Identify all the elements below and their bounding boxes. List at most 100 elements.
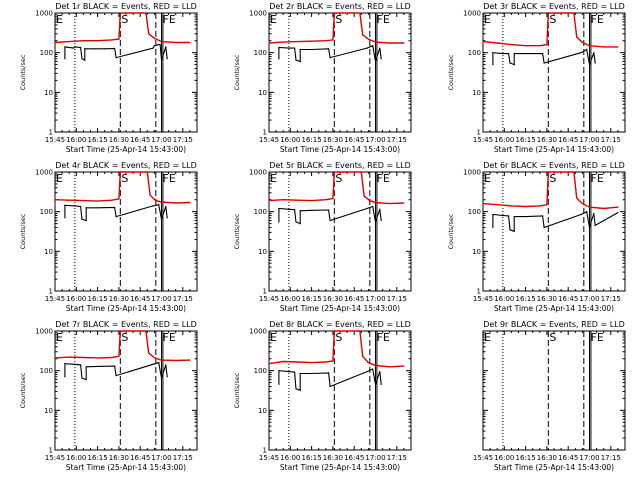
x-tick-label-17-15: 17:15 [173, 136, 193, 144]
point-events [64, 204, 66, 206]
x-tick-label-16-15: 16:15 [516, 454, 536, 462]
point-events [502, 52, 504, 55]
point-lld [282, 360, 284, 363]
x-tick-label-16-45: 16:45 [344, 136, 364, 144]
plot-frame [482, 171, 626, 292]
point-events [81, 377, 83, 379]
x-axis-label: Start Time (25-Apr-14 15:43:00) [280, 145, 400, 154]
point-lld [403, 202, 405, 204]
point-lld [54, 199, 56, 201]
point-events [492, 213, 494, 216]
series-events [492, 48, 596, 67]
point-lld [82, 356, 84, 359]
point-events [293, 47, 296, 49]
point-events [115, 375, 117, 377]
point-events [84, 48, 86, 50]
point-lld [547, 12, 549, 14]
point-lld [296, 361, 298, 363]
x-tick-label-16-45: 16:45 [130, 454, 150, 462]
marker-label-e: E [270, 331, 277, 344]
plot-title: Det 4r BLACK = Events, RED = LLD [55, 161, 197, 170]
point-lld [332, 197, 334, 200]
point-events [166, 58, 168, 60]
x-tick-label-16-15: 16:15 [302, 454, 322, 462]
y-tick-label-100: 100 [468, 208, 481, 216]
point-lld [119, 330, 121, 332]
y-axis-label: Counts/sec [19, 54, 27, 90]
point-events [543, 226, 545, 229]
point-events [507, 52, 510, 55]
point-lld [268, 363, 270, 365]
x-tick-label-17-00: 17:00 [365, 136, 385, 144]
x-tick-label-16-30: 16:30 [537, 454, 557, 462]
y-tick-label-1000: 1000 [35, 10, 53, 18]
point-events [278, 221, 280, 223]
point-events [542, 215, 544, 217]
y-tick-label-10: 10 [258, 248, 267, 256]
point-events [165, 46, 167, 48]
point-events [594, 62, 596, 64]
point-events [329, 219, 331, 222]
x-tick-label-17-00: 17:00 [365, 454, 385, 462]
plot-frame [268, 12, 412, 133]
point-lld [374, 201, 377, 204]
point-lld [496, 42, 498, 44]
x-axis-label: Start Time (25-Apr-14 15:43:00) [494, 304, 614, 313]
point-lld [374, 41, 377, 43]
point-lld [296, 199, 298, 201]
point-lld [576, 197, 578, 199]
point-events [293, 371, 296, 373]
plot-title: Det 5r BLACK = Events, RED = LLD [269, 161, 411, 170]
point-events [72, 47, 75, 49]
point-lld [333, 12, 335, 14]
marker-label-fe: FE [591, 13, 604, 26]
point-events [74, 363, 76, 365]
point-lld [175, 359, 177, 362]
point-events [114, 47, 116, 50]
x-tick-label-17-15: 17:15 [387, 454, 407, 462]
marker-label-s: S [121, 331, 128, 344]
point-lld [111, 356, 113, 359]
point-events [311, 372, 313, 375]
point-lld [311, 200, 313, 202]
x-tick-label-16-45: 16:45 [344, 454, 364, 462]
point-lld [588, 45, 591, 47]
point-events [288, 47, 290, 49]
point-events [380, 383, 382, 386]
y-tick-label-10: 10 [44, 407, 53, 415]
point-lld [97, 357, 99, 359]
point-lld [539, 45, 541, 47]
point-lld [539, 205, 541, 207]
point-lld [149, 194, 151, 196]
point-events [158, 204, 160, 206]
point-events [165, 205, 167, 208]
x-tick-label-17-00: 17:00 [579, 454, 599, 462]
x-tick-label-17-00: 17:00 [365, 295, 385, 303]
x-tick-label-16-30: 16:30 [537, 136, 557, 144]
point-lld [153, 37, 155, 39]
plot-frame [54, 330, 198, 451]
point-events [79, 205, 82, 208]
point-lld [68, 41, 70, 43]
point-lld [54, 357, 56, 359]
x-tick-label-16-30: 16:30 [323, 136, 343, 144]
x-tick-label-15-45: 15:45 [473, 136, 493, 144]
marker-label-e: E [484, 172, 491, 185]
point-lld [362, 34, 364, 36]
point-lld [82, 40, 84, 42]
point-events [580, 213, 582, 216]
point-events [617, 211, 619, 214]
point-lld [189, 359, 191, 361]
point-lld [510, 205, 512, 207]
marker-label-fe: FE [163, 331, 176, 344]
point-events [588, 64, 591, 66]
point-events [64, 58, 66, 60]
point-events [158, 43, 160, 46]
point-events [79, 364, 82, 366]
x-axis-label: Start Time (25-Apr-14 15:43:00) [280, 463, 400, 472]
point-lld [268, 42, 270, 44]
y-axis-label: Counts/sec [233, 372, 241, 408]
x-tick-label-17-15: 17:15 [601, 295, 621, 303]
point-events [64, 376, 66, 378]
marker-label-s: S [335, 331, 342, 344]
